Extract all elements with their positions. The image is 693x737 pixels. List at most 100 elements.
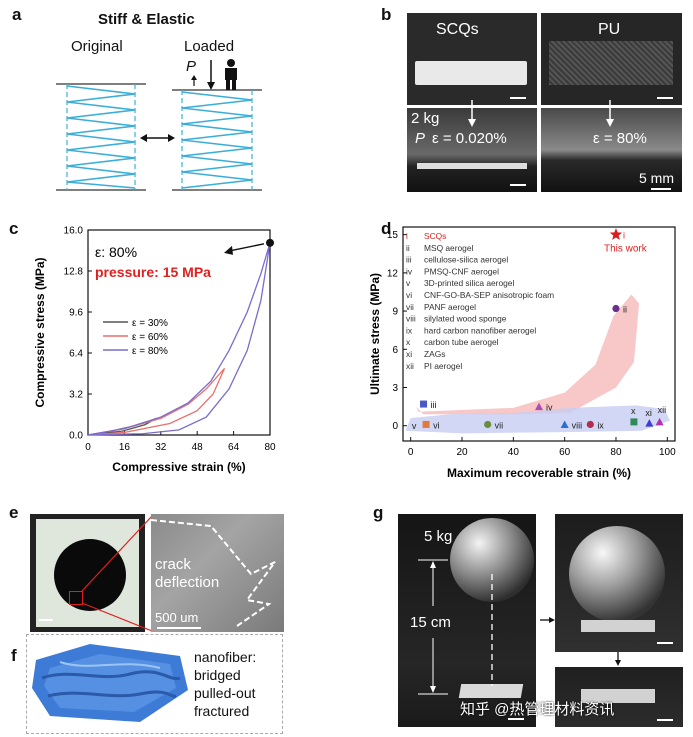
point-label-viii: viii xyxy=(572,420,583,430)
x-tick-label: 16 xyxy=(119,442,131,453)
panel-g-label: g xyxy=(373,503,384,522)
legend-num-3: iv xyxy=(406,266,413,276)
y-axis-label: Compressive stress (MPa) xyxy=(33,257,47,407)
series-line-1 xyxy=(87,367,226,436)
legend-num-1: ii xyxy=(406,243,410,253)
legend-name-3: PMSQ-CNF aerogel xyxy=(424,266,499,276)
point-ii xyxy=(612,304,620,313)
series-line-2 xyxy=(87,242,271,436)
legend-num-10: xi xyxy=(406,349,412,359)
crack-path xyxy=(151,519,276,627)
y-tick-label: 9.6 xyxy=(69,308,83,319)
scale-bar xyxy=(510,184,526,186)
steel-ball xyxy=(569,526,665,622)
legend-name-8: hard carbon nanofiber aerogel xyxy=(424,325,536,335)
y-tick-label: 16.0 xyxy=(64,226,84,237)
point-label-xii: xii xyxy=(658,405,667,415)
legend-num-11: xii xyxy=(406,361,414,371)
x-tick-label: 40 xyxy=(508,447,520,458)
point-vii xyxy=(484,420,492,429)
y-tick-label: 0.0 xyxy=(69,431,83,442)
legend-name-9: carbon tube aerogel xyxy=(424,337,499,347)
x-tick-label: 48 xyxy=(192,442,204,453)
photo-drop: 5 kg 15 cm xyxy=(398,514,536,727)
panel-f-label: f xyxy=(11,646,17,665)
ashby-chart: 0 20 40 60 80 100 0 3 6 9 12 15 Maximum recoverable … xyxy=(368,226,676,480)
panel-d-label: d xyxy=(381,219,392,238)
nanofiber-line-1: bridged xyxy=(194,667,241,683)
watermark: 知乎 @热管理材料资讯 xyxy=(460,701,615,718)
point-label-ix: ix xyxy=(597,420,604,430)
photo-weight-label: 2 kg xyxy=(411,110,440,127)
legend-num-8: ix xyxy=(406,325,413,335)
pu-sample xyxy=(549,41,673,85)
legend-name-7: silylated wood sponge xyxy=(424,314,507,324)
crack-label-line1: crack xyxy=(155,556,191,573)
scale-bar xyxy=(657,642,673,644)
photo-scqs-label: SCQs xyxy=(436,21,479,38)
x-tick-label: 32 xyxy=(155,442,167,453)
legend-name-6: PANF aerogel xyxy=(424,302,476,312)
x-tick-label: 100 xyxy=(659,447,676,458)
photo-sample-after xyxy=(555,667,683,727)
y-tick-label: 3.2 xyxy=(69,390,83,401)
sequence-arrows xyxy=(540,617,621,666)
nanofiber-render xyxy=(32,644,188,722)
stress-strain-chart: 0 16 32 48 64 80 0.0 3.2 6.4 9.6 12.8 16.0 Compressi… xyxy=(33,226,276,475)
y-tick-label: 12 xyxy=(387,268,399,279)
endpoint-marker xyxy=(266,238,274,247)
photo-crack: crack deflection 500 um xyxy=(151,514,284,632)
sample-plate xyxy=(581,689,655,703)
point-label-v: v xyxy=(412,421,417,431)
point-label-i: i xyxy=(623,231,625,241)
scqs-compressed-sample xyxy=(417,163,527,169)
legend-name-10: ZAGs xyxy=(424,349,445,359)
annotation-arrow xyxy=(229,243,265,252)
height-markers xyxy=(418,559,524,720)
annotation-strain: ε: 80% xyxy=(95,244,137,260)
nanofiber-line-0: nanofiber: xyxy=(194,649,257,665)
legend-label-0: ε = 30% xyxy=(132,318,168,329)
x-tick-label: 80 xyxy=(264,442,276,453)
photo-ball-on-sample xyxy=(555,514,683,652)
y-tick-label: 6 xyxy=(392,345,398,356)
point-i xyxy=(609,228,623,240)
photo-disk xyxy=(30,514,145,632)
legend-name-11: PI aerogel xyxy=(424,361,462,371)
nanofiber-line-3: fractured xyxy=(194,703,250,719)
legend-label-1: ε = 60% xyxy=(132,332,168,343)
point-label-vi: vi xyxy=(433,420,440,430)
point-iii xyxy=(420,400,428,408)
y-tick-label: 15 xyxy=(387,230,399,241)
legend-name-2: cellulose-silica aerogel xyxy=(424,255,508,265)
point-xi xyxy=(645,419,654,427)
y-tick-label: 9 xyxy=(392,307,398,318)
point-iv xyxy=(535,402,543,411)
photo-pu-top: PU xyxy=(541,13,682,105)
panel-b-load-arrows xyxy=(468,100,614,127)
x-axis-label: Maximum recoverable strain (%) xyxy=(447,466,631,480)
legend-num-7: viii xyxy=(406,314,416,324)
panel-a-label: a xyxy=(12,5,22,24)
legend-label-2: ε = 80% xyxy=(132,346,168,357)
region-pink xyxy=(415,294,640,415)
y-tick-label: 12.8 xyxy=(64,267,84,278)
point-label-xi: xi xyxy=(645,408,652,418)
point-ix xyxy=(586,420,594,429)
point-label-ii: ii xyxy=(623,305,627,315)
drop-weight-label: 5 kg xyxy=(424,528,453,545)
panel-e-label: e xyxy=(9,503,19,522)
nanofiber-text: nanofiber: bridged pulled-out fractured xyxy=(194,648,256,720)
black-disk xyxy=(54,539,126,611)
panel-c-label: c xyxy=(9,219,19,238)
panel-f-frame xyxy=(26,634,283,734)
nanofiber-line-2: pulled-out xyxy=(194,685,256,701)
panel-b-label: b xyxy=(381,5,392,24)
photo-force-label: P xyxy=(415,130,426,147)
scale-bar xyxy=(157,627,201,629)
panel-a-spring-diagram xyxy=(56,59,262,191)
point-label-iv: iv xyxy=(546,403,553,413)
legend-name-1: MSQ aerogel xyxy=(424,243,473,253)
scale-bar xyxy=(657,97,673,99)
